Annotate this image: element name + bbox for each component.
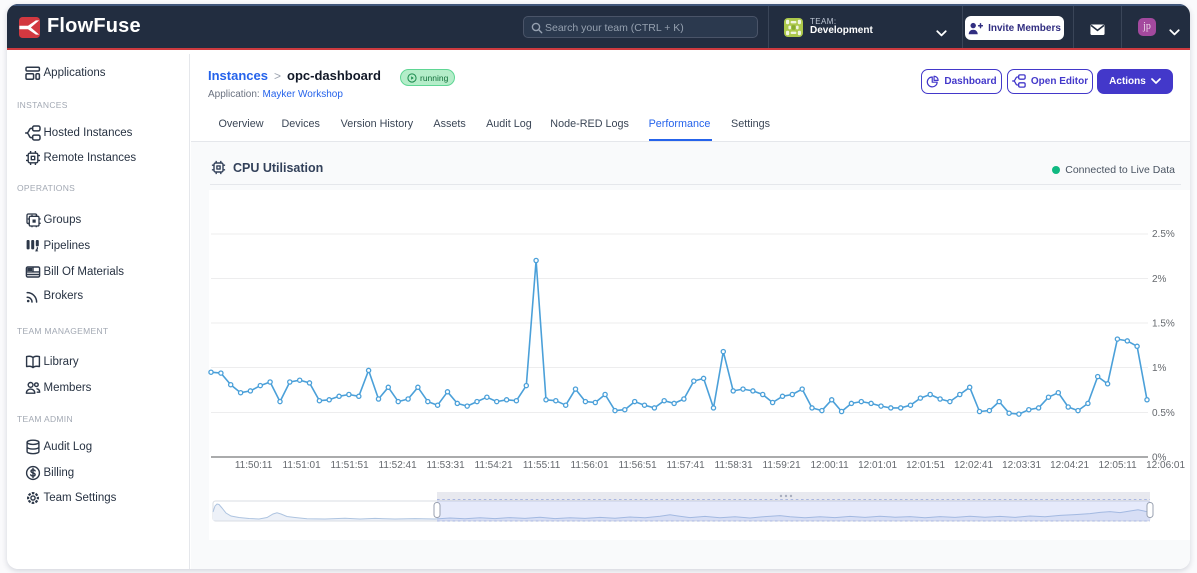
svg-text:12:01:51: 12:01:51 xyxy=(906,460,945,471)
svg-text:12:01:01: 12:01:01 xyxy=(858,460,897,471)
svg-text:11:53:31: 11:53:31 xyxy=(427,460,466,471)
svg-text:1.5%: 1.5% xyxy=(1152,319,1175,330)
svg-text:11:51:01: 11:51:01 xyxy=(283,460,322,471)
svg-text:11:58:31: 11:58:31 xyxy=(715,460,754,471)
svg-text:11:50:11: 11:50:11 xyxy=(235,460,273,471)
svg-text:12:05:11: 12:05:11 xyxy=(1099,460,1138,471)
svg-text:11:56:01: 11:56:01 xyxy=(571,460,610,471)
svg-text:12:00:11: 12:00:11 xyxy=(811,460,850,471)
svg-text:11:51:51: 11:51:51 xyxy=(331,460,370,471)
svg-text:11:55:11: 11:55:11 xyxy=(523,460,561,471)
svg-text:0%: 0% xyxy=(1152,453,1167,464)
svg-text:1%: 1% xyxy=(1152,363,1167,374)
svg-text:12:04:21: 12:04:21 xyxy=(1050,460,1089,471)
svg-text:11:56:51: 11:56:51 xyxy=(619,460,658,471)
svg-text:11:59:21: 11:59:21 xyxy=(763,460,802,471)
svg-text:12:06:01: 12:06:01 xyxy=(1146,460,1185,471)
svg-text:12:02:41: 12:02:41 xyxy=(954,460,993,471)
svg-text:11:52:41: 11:52:41 xyxy=(379,460,418,471)
svg-text:2.5%: 2.5% xyxy=(1152,229,1175,240)
svg-text:11:54:21: 11:54:21 xyxy=(475,460,514,471)
svg-text:12:03:31: 12:03:31 xyxy=(1002,460,1041,471)
svg-text:2%: 2% xyxy=(1152,274,1167,285)
svg-text:11:57:41: 11:57:41 xyxy=(667,460,706,471)
svg-text:0.5%: 0.5% xyxy=(1152,408,1175,419)
